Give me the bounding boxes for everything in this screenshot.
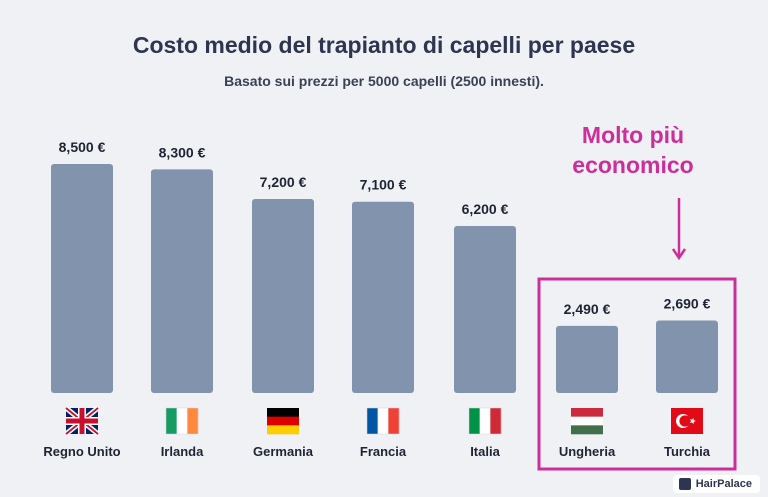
logo-icon xyxy=(678,478,691,490)
annotation-arrow-head xyxy=(671,248,687,261)
france-flag-icon xyxy=(366,407,400,435)
category-label: Turchia xyxy=(664,444,711,459)
chart-title: Costo medio del trapianto di capelli per… xyxy=(132,32,636,58)
category-label: Regno Unito xyxy=(43,444,120,459)
bar xyxy=(51,164,113,393)
italy-flag-icon xyxy=(468,407,502,435)
hairpalace-logo: HairPalace xyxy=(672,475,760,493)
germany-flag-icon xyxy=(267,408,299,435)
bar-value-label: 8,300 € xyxy=(159,144,206,160)
category-label: Francia xyxy=(360,444,407,459)
cheaper-annotation: Molto più economico xyxy=(548,120,718,180)
category-label: Italia xyxy=(470,444,500,459)
bar-value-label: 7,100 € xyxy=(360,177,407,193)
bar xyxy=(352,201,414,393)
annotation-line-1: Molto più xyxy=(581,122,685,148)
hungary-flag-icon xyxy=(571,408,603,435)
bar-value-label: 6,200 € xyxy=(462,201,509,217)
ireland-flag-icon xyxy=(165,407,199,435)
bar-value-label: 7,200 € xyxy=(260,174,307,190)
bar-value-label: 8,500 € xyxy=(59,139,106,155)
bar-value-label: 2,490 € xyxy=(564,301,611,317)
category-label: Germania xyxy=(253,444,314,459)
annotation-line-2: economico xyxy=(572,152,694,178)
category-label: Ungheria xyxy=(559,444,616,459)
chart-subtitle: Basato sui prezzi per 5000 capelli (2500… xyxy=(224,73,544,89)
category-label: Irlanda xyxy=(161,444,204,459)
bar xyxy=(252,199,314,393)
uk-flag-icon xyxy=(64,406,100,436)
logo-text: HairPalace xyxy=(695,478,752,490)
bar xyxy=(556,325,618,393)
bar xyxy=(454,225,516,393)
bar-value-label: 2,690 € xyxy=(664,296,711,312)
highlight-box xyxy=(537,277,737,471)
bar xyxy=(151,169,213,393)
turkey-flag-icon xyxy=(671,408,703,434)
bar xyxy=(656,320,718,393)
